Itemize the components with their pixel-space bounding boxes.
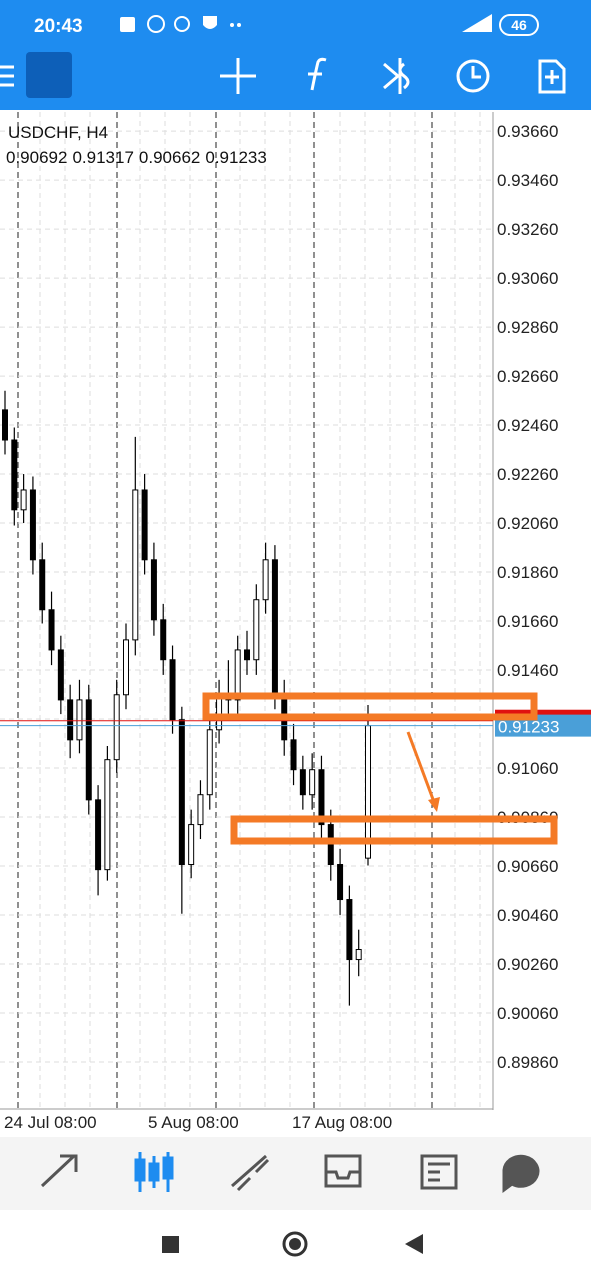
candle-body — [327, 824, 334, 866]
candle-body — [337, 864, 344, 901]
candle-body — [262, 559, 269, 601]
battery-level: 46 — [511, 17, 527, 33]
y-tick-label: 0.92860 — [497, 318, 558, 337]
status-time: 20:43 — [34, 16, 83, 37]
candle-body — [150, 559, 157, 621]
ohlc-close: 0.91233 — [205, 148, 266, 167]
candle-body — [20, 489, 27, 511]
symbol-title: USDCHF, H4 — [8, 123, 108, 142]
status-icons — [120, 14, 492, 33]
news-tab[interactable] — [420, 1154, 458, 1190]
y-tick-label: 0.93660 — [497, 122, 558, 141]
indicators-button[interactable] — [308, 57, 327, 91]
x-tick-label: 24 Jul 08:00 — [4, 1113, 97, 1132]
candle-body — [253, 599, 260, 661]
y-tick-label: 0.90060 — [497, 1004, 558, 1023]
candle-body — [141, 489, 148, 561]
app-header — [0, 0, 591, 110]
candle-body — [11, 439, 18, 511]
quotes-tab[interactable] — [40, 1154, 78, 1188]
candle-body — [271, 559, 278, 696]
candle-body — [85, 699, 92, 801]
annotation-box — [230, 815, 558, 845]
y-tick-label: 0.90260 — [497, 955, 558, 974]
candle-body — [346, 899, 353, 961]
trade-tab[interactable] — [231, 1154, 270, 1192]
bottom-nav-icons — [40, 1152, 540, 1193]
chart-tab[interactable] — [134, 1152, 174, 1192]
toolbar — [0, 52, 566, 98]
candle-body — [216, 694, 223, 731]
ohlc-high: 0.91317 — [72, 148, 133, 167]
candle-body — [169, 659, 176, 721]
candle-body — [178, 719, 185, 866]
candle-body — [48, 609, 55, 651]
candle-body — [39, 559, 46, 611]
home-button[interactable] — [282, 1231, 308, 1257]
bid-price-label: 0.91233 — [498, 718, 559, 737]
candle-body — [95, 799, 102, 871]
candle-body — [206, 729, 213, 796]
candle-body — [309, 769, 316, 796]
candle-body — [76, 699, 83, 741]
y-tick-label: 0.92660 — [497, 367, 558, 386]
battery — [499, 14, 539, 36]
candle-body — [67, 699, 74, 741]
chart-area: 0.93660 0.93460 0.93260 0.93060 0.92860 0.926… — [0, 112, 591, 1132]
candle-body — [29, 489, 36, 561]
crosshair-button[interactable] — [220, 58, 256, 94]
x-tick-label: 5 Aug 08:00 — [148, 1113, 239, 1132]
candle-body — [290, 739, 297, 771]
y-tick-label: 0.90660 — [497, 857, 558, 876]
y-tick-label: 0.92460 — [497, 416, 558, 435]
candle-body — [188, 824, 195, 866]
ohlc-readout: 0.90692 0.91317 0.90662 0.91233 — [6, 148, 267, 167]
candle-body — [234, 649, 241, 701]
candle-body — [132, 489, 139, 641]
ohlc-low: 0.90662 — [139, 148, 200, 167]
candle-body — [57, 649, 64, 701]
trade-button[interactable] — [383, 58, 410, 94]
y-tick-label: 0.91660 — [497, 612, 558, 631]
candle-body — [113, 694, 120, 761]
candle-body — [197, 794, 204, 826]
y-tick-label: 0.91060 — [497, 759, 558, 778]
y-tick-label: 0.93060 — [497, 269, 558, 288]
y-tick-label: 0.92060 — [497, 514, 558, 533]
y-tick-label: 0.93260 — [497, 220, 558, 239]
annotation-arrowhead — [428, 797, 440, 812]
history-tab[interactable] — [324, 1154, 362, 1188]
candle-body — [299, 769, 306, 796]
app-logo[interactable] — [26, 52, 72, 98]
messages-tab[interactable] — [502, 1154, 540, 1193]
back-button[interactable] — [405, 1234, 423, 1254]
candle-body — [160, 619, 167, 661]
y-tick-label: 0.91460 — [497, 661, 558, 680]
x-tick-label: 17 Aug 08:00 — [292, 1113, 392, 1132]
y-tick-label: 0.89860 — [497, 1053, 558, 1072]
annotation-arrow — [406, 731, 436, 803]
candle-body — [318, 769, 325, 826]
bottom-nav — [0, 1137, 591, 1210]
candle-body — [104, 759, 111, 871]
candle-body — [2, 409, 8, 441]
candle-body — [355, 949, 362, 961]
candle-body — [244, 649, 250, 661]
new-order-button[interactable] — [538, 59, 566, 94]
ohlc-open: 0.90692 — [6, 148, 67, 167]
y-tick-label: 0.91860 — [497, 563, 558, 582]
annotation-box — [202, 692, 538, 721]
y-tick-label: 0.90460 — [497, 906, 558, 925]
timeframe-button[interactable] — [456, 59, 490, 93]
y-tick-label: 0.93460 — [497, 171, 558, 190]
y-tick-label: 0.92260 — [497, 465, 558, 484]
candle-body — [123, 639, 129, 696]
recents-button[interactable] — [162, 1236, 179, 1253]
menu-button[interactable] — [0, 65, 14, 87]
